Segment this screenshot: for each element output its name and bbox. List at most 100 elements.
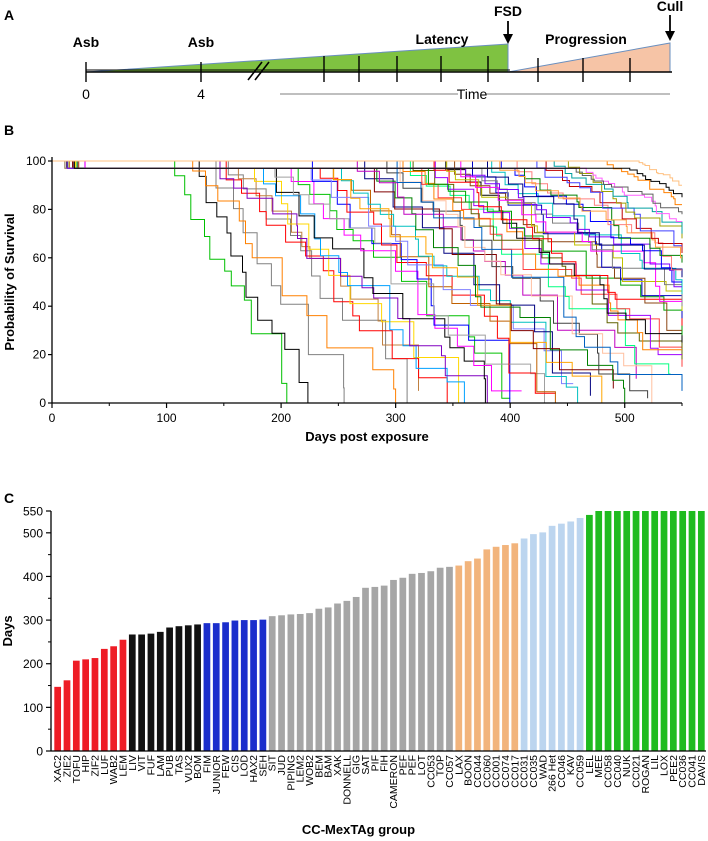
y-tick-label: 100: [26, 154, 46, 168]
survival-curve: [52, 160, 660, 404]
axis-break-icon: [247, 61, 270, 81]
category-label: FIH: [379, 755, 391, 772]
bar: [268, 616, 276, 751]
survival-curve: [52, 160, 682, 186]
category-label: HAX2: [248, 755, 260, 783]
survival-curve: [52, 160, 574, 385]
bar: [530, 534, 537, 751]
category-label: PIF: [369, 755, 381, 771]
category-label: PEE2: [668, 755, 680, 782]
survival-curve: [52, 160, 683, 263]
category-label: LEL: [584, 755, 596, 774]
survival-curve: [52, 160, 488, 403]
survival-y-axis-label: Probability of Survival: [2, 213, 17, 350]
x-tick-label: 200: [271, 411, 291, 425]
survival-curve: [52, 160, 448, 403]
bar: [679, 511, 687, 751]
category-label: TOP: [435, 755, 447, 776]
survival-curve: [52, 160, 603, 403]
timeline-tick-0: 0: [82, 86, 90, 102]
bar: [250, 620, 257, 751]
category-label: JUNIOR: [211, 755, 223, 795]
survival-curve: [52, 160, 682, 331]
cull-label: Cull: [657, 0, 683, 14]
category-label: CAMERON: [388, 755, 400, 809]
category-label: SIT: [267, 754, 279, 771]
category-label: PIPING: [285, 755, 297, 791]
category-label: CC035: [528, 755, 540, 788]
bar: [100, 648, 108, 751]
bar: [54, 686, 62, 751]
fsd-label: FSD: [494, 3, 522, 19]
survival-curve: [52, 160, 682, 222]
category-label: CIS: [229, 755, 241, 773]
bar: [558, 523, 565, 751]
category-label: BOM: [192, 755, 204, 779]
survival-curve: [52, 160, 637, 379]
progression-wedge: [507, 42, 671, 73]
category-label: CC059: [575, 755, 587, 788]
survival-curve: [52, 160, 345, 403]
survival-curve: [52, 160, 460, 403]
survival-curve: [52, 160, 682, 356]
y-tick-label: 60: [33, 251, 47, 265]
survival-curve: [52, 160, 591, 396]
bar: [623, 511, 631, 751]
survival-axes: 0 20 40 60 80 100 0 100 200 300 400 500: [26, 154, 683, 425]
bar: [156, 631, 164, 751]
survival-curve: [52, 160, 522, 392]
x-tick-label: 400: [500, 411, 520, 425]
category-label: CC021: [631, 755, 643, 788]
time-label: Time: [457, 86, 488, 102]
bar: [567, 521, 575, 751]
bar: [548, 525, 556, 751]
y-tick-label: 100: [23, 701, 43, 715]
bar: [203, 623, 211, 751]
bar: [520, 538, 528, 751]
bar: [119, 639, 127, 751]
category-label: FEW: [220, 755, 232, 778]
bar: [259, 619, 267, 751]
survival-curve: [52, 160, 682, 206]
category-label: KAV: [565, 755, 577, 775]
survival-curve: [52, 160, 419, 391]
bar: [175, 626, 183, 751]
bar: [287, 614, 295, 751]
panel-a-letter: A: [4, 7, 14, 23]
survival-curve: [52, 160, 682, 247]
latency-label: Latency: [416, 31, 469, 47]
category-label: CC060: [481, 755, 493, 788]
fsd-arrow-icon: [503, 21, 513, 44]
bar: [502, 545, 509, 751]
category-label: LUF: [99, 755, 111, 775]
survival-curve: [52, 160, 310, 404]
survival-curve: [52, 160, 682, 302]
category-label: CC036: [677, 755, 689, 788]
category-label: CC053: [425, 755, 437, 788]
category-label: MEE: [593, 755, 605, 778]
category-label: WOB2: [304, 755, 316, 786]
category-label: FIM: [201, 755, 213, 773]
category-label: JUD: [276, 755, 288, 776]
survival-curve: [52, 160, 288, 403]
bar: [669, 511, 677, 751]
survival-curve: [52, 160, 683, 326]
survival-curve: [52, 160, 683, 234]
survival-curve: [52, 160, 465, 403]
category-label: CC057: [444, 755, 456, 788]
category-label: LEM: [118, 755, 130, 777]
survival-curve: [52, 160, 682, 351]
bar: [446, 566, 453, 751]
survival-curve: [52, 160, 649, 399]
category-label: LIV: [127, 755, 139, 771]
survival-curve: [52, 160, 614, 389]
bar: [306, 613, 313, 751]
category-label: WAD: [537, 755, 549, 780]
survival-curve: [52, 160, 671, 375]
category-label: LAM: [155, 755, 167, 777]
survival-curve: [52, 160, 683, 360]
category-label: CC017: [509, 755, 521, 788]
bar: [697, 511, 705, 751]
bar: [595, 511, 603, 751]
category-label: FUF: [145, 755, 157, 775]
